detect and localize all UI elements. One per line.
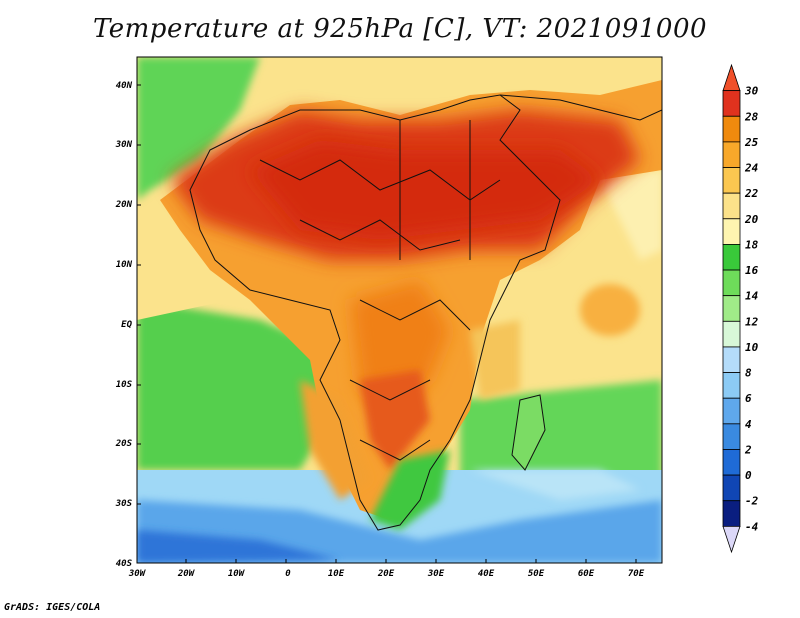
lon-label: 30W [128,569,147,579]
legend-label: 0 [745,469,752,482]
legend-label: 30 [744,85,759,98]
legend-swatch [722,192,741,220]
legend-label: 2 [744,443,752,456]
lon-label: 20W [177,569,196,579]
legend-label: 22 [744,187,759,200]
chart-title: Temperature at 925hPa [C], VT: 202109100… [92,14,708,44]
lat-label: 30S [115,499,133,509]
legend-swatch [722,500,741,527]
lat-label: 10S [116,380,133,390]
legend-swatch [722,295,741,322]
legend-swatch [722,423,741,450]
lat-label: EQ [121,320,132,330]
lat-label: 30N [115,140,133,150]
lon-label: 40E [478,569,495,579]
legend-label: 14 [745,290,759,303]
legend-label: 10 [745,341,759,354]
legend-swatch [722,167,741,194]
lon-label: 50E [528,569,545,579]
legend-swatch [722,90,741,117]
map-frame [136,56,663,564]
legend-swatch [722,397,741,425]
legend-label: 4 [745,418,752,431]
lon-label: 0 [285,569,291,579]
lat-label: 40N [116,81,133,91]
legend-label: 25 [744,136,759,149]
lat-label: 20N [115,200,133,210]
legend-swatch [722,474,741,502]
lon-label: 30E [427,569,445,579]
legend-swatch [722,346,741,373]
legend-swatch [722,320,741,348]
legend-swatch [722,218,741,245]
lat-label: 10N [116,260,133,270]
legend-swatch [722,449,741,476]
legend-swatch [722,525,741,554]
lon-label: 20E [377,569,395,579]
legend-swatch [722,115,741,143]
legend-label: 8 [745,367,752,380]
grads-credit: GrADS: IGES/COLA [4,602,101,613]
temperature-field [137,57,662,563]
legend-swatch [722,244,741,271]
legend-label: 24 [744,162,759,175]
legend-label: -4 [745,520,759,533]
legend-swatch [722,141,741,168]
coastlines [189,94,662,531]
lat-label: 20S [115,439,133,449]
legend-label: 20 [744,213,759,226]
legend-label: 18 [745,238,759,251]
lon-label: 10W [228,569,246,579]
lat-label: 40S [116,559,133,569]
lon-label: 10E [328,569,345,579]
legend-label: 12 [745,315,759,328]
legend-label: 6 [745,392,752,405]
legend-swatch [722,372,741,399]
legend-label: 28 [744,110,759,123]
legend-swatch [722,269,741,297]
legend-label: -2 [745,495,759,508]
legend-swatch [722,63,741,92]
lon-label: 70E [628,569,645,579]
lon-label: 60E [578,569,595,579]
legend-label: 16 [745,264,759,277]
